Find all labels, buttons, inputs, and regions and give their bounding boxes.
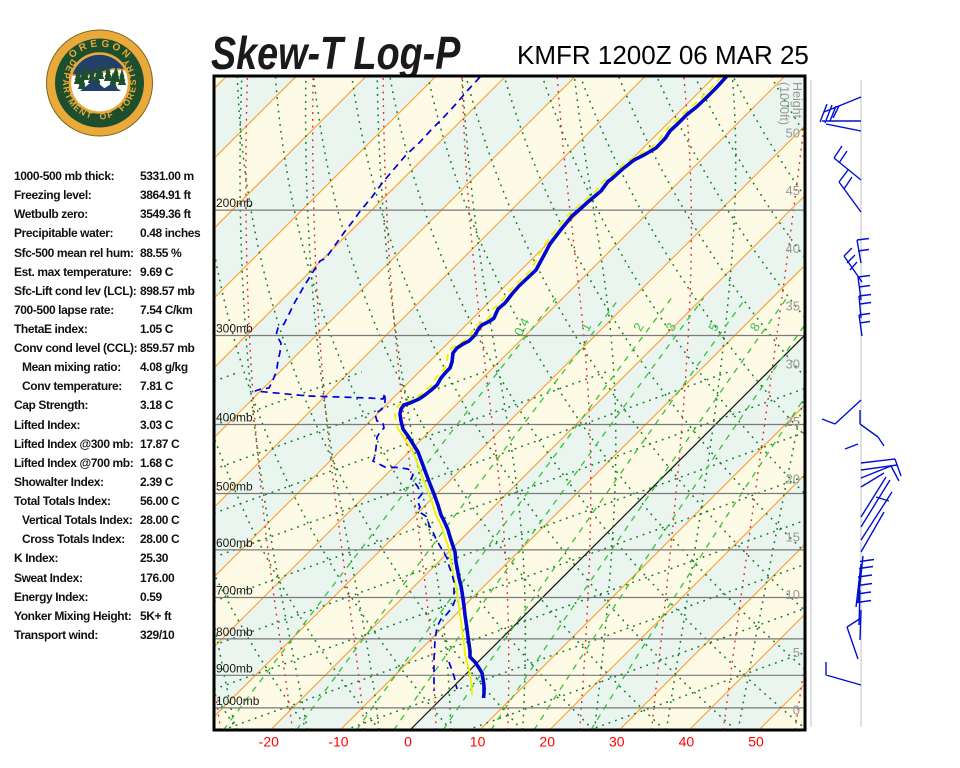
svg-text:R: R <box>124 63 136 74</box>
svg-text:500mb: 500mb <box>216 480 253 494</box>
svg-text:R: R <box>61 86 72 95</box>
svg-text:O: O <box>99 111 107 122</box>
svg-text:E: E <box>71 102 82 113</box>
svg-text:R: R <box>77 41 89 54</box>
svg-text:700mb: 700mb <box>216 584 253 598</box>
svg-text:50: 50 <box>786 126 800 141</box>
svg-text:D: D <box>67 57 79 68</box>
svg-text:-10: -10 <box>328 734 348 750</box>
svg-text:-20: -20 <box>259 734 279 750</box>
svg-text:A: A <box>61 79 71 86</box>
svg-text:30: 30 <box>786 356 800 371</box>
svg-text:Y: Y <box>120 57 132 68</box>
svg-text:(1000ft): (1000ft) <box>777 82 791 125</box>
svg-text:40: 40 <box>786 241 800 256</box>
svg-text:400mb: 400mb <box>216 411 253 425</box>
svg-text:T: T <box>63 92 75 101</box>
svg-text:O: O <box>121 97 133 109</box>
svg-text:S: S <box>128 79 138 85</box>
svg-text:10: 10 <box>786 587 800 602</box>
svg-text:800mb: 800mb <box>216 625 253 639</box>
svg-text:E: E <box>127 86 138 94</box>
svg-text:35: 35 <box>786 299 800 314</box>
svg-text:200mb: 200mb <box>216 196 253 210</box>
svg-text:0: 0 <box>793 703 800 718</box>
svg-text:R: R <box>124 91 136 101</box>
svg-text:N: N <box>77 106 88 118</box>
svg-text:15: 15 <box>786 529 800 544</box>
svg-text:50: 50 <box>748 734 764 750</box>
svg-text:40: 40 <box>679 734 695 750</box>
svg-text:E: E <box>63 64 75 74</box>
svg-text:0.4: 0.4 <box>511 315 533 338</box>
svg-text:O: O <box>110 41 122 54</box>
svg-text:45: 45 <box>786 183 800 198</box>
svg-text:T: T <box>85 109 94 120</box>
svg-text:G: G <box>101 38 111 50</box>
svg-text:T: T <box>127 71 138 79</box>
svg-text:30: 30 <box>609 734 625 750</box>
svg-text:P: P <box>61 72 72 80</box>
svg-text:20: 20 <box>786 472 800 487</box>
svg-text:1000mb: 1000mb <box>216 694 260 708</box>
svg-text:10: 10 <box>470 734 486 750</box>
svg-text:0: 0 <box>404 734 412 750</box>
svg-text:20: 20 <box>539 734 555 750</box>
svg-text:5: 5 <box>793 645 800 660</box>
svg-text:Height: Height <box>790 82 804 119</box>
svg-text:300mb: 300mb <box>216 322 253 336</box>
svg-text:F: F <box>106 109 115 120</box>
svg-text:E: E <box>90 38 99 50</box>
svg-text:M: M <box>66 97 78 109</box>
svg-text:25: 25 <box>786 414 800 429</box>
svg-text:600mb: 600mb <box>216 536 253 550</box>
svg-text:900mb: 900mb <box>216 661 253 675</box>
svg-text:F: F <box>117 102 128 113</box>
